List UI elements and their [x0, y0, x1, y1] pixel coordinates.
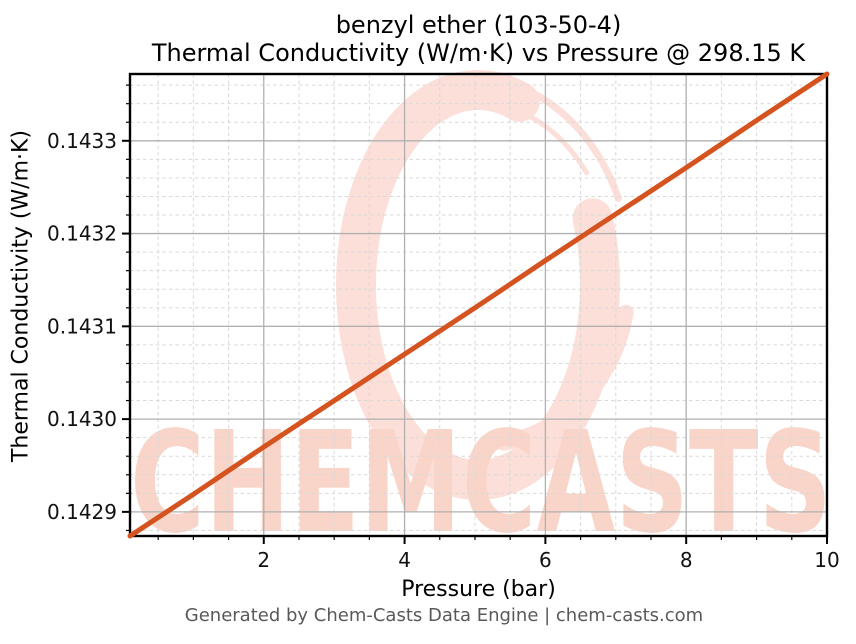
chemcasts-logo-watermark [335, 70, 634, 501]
major-gridlines [130, 74, 828, 536]
data-line [127, 71, 830, 539]
x-axis-label: Pressure (bar) [401, 577, 556, 602]
footer-credit: Generated by Chem-Casts Data Engine | ch… [184, 605, 704, 626]
axes-spines-and-ticks [122, 72, 829, 544]
y-tick-label: 0.1432 [47, 222, 117, 246]
watermark-layer: CHEMCASTS [130, 70, 832, 565]
x-tick-label: 10 [814, 548, 839, 572]
y-axis-label: Thermal Conductivity (W/m·K) [8, 129, 34, 463]
x-tick-label: 2 [257, 548, 270, 572]
minor-gridlines [130, 74, 827, 536]
x-tick-label: 4 [398, 548, 411, 572]
x-tick-label: 8 [680, 548, 693, 572]
chart-title: benzyl ether (103-50-4) Thermal Conducti… [130, 11, 827, 67]
chemcasts-text-watermark: CHEMCASTS [130, 402, 832, 565]
chart-title-line2: Thermal Conductivity (W/m·K) vs Pressure… [151, 39, 806, 67]
x-tick-label: 6 [539, 548, 552, 572]
tick-labels: 2 4 6 8 10 0.1429 0.1430 0.1431 0.1432 0.1433 [47, 129, 840, 572]
y-tick-label: 0.1433 [47, 129, 117, 153]
chart-title-line1: benzyl ether (103-50-4) [335, 11, 622, 39]
y-tick-label: 0.1430 [47, 407, 117, 431]
y-tick-label: 0.1431 [47, 314, 117, 338]
thermal-conductivity-line [127, 71, 830, 539]
y-tick-label: 0.1429 [47, 500, 117, 524]
